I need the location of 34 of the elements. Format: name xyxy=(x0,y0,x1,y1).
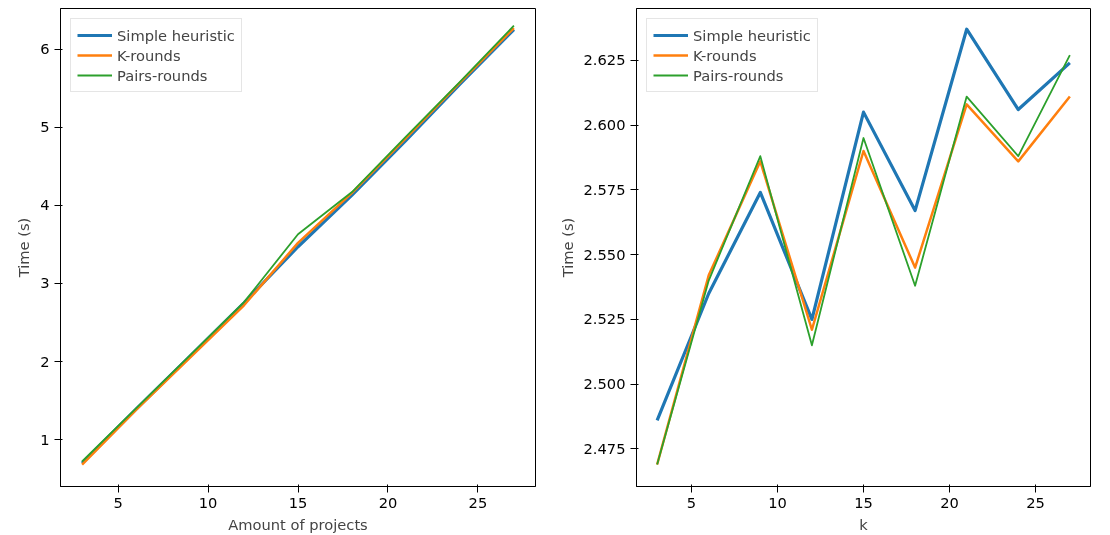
y-axis-title: Time (s) xyxy=(15,217,33,279)
x-axis-title: k xyxy=(859,515,869,533)
y-tick-label: 2.600 xyxy=(583,116,626,134)
legend-label: Simple heuristic xyxy=(693,26,811,44)
x-tick-label: 10 xyxy=(198,493,218,511)
y-tick-label: 2 xyxy=(40,352,50,370)
legend-label: K-rounds xyxy=(693,46,757,64)
legend-label: K-rounds xyxy=(117,46,181,64)
y-tick-label: 2.525 xyxy=(583,310,626,328)
x-tick-label: 5 xyxy=(686,493,697,511)
y-tick-label: 2.550 xyxy=(583,245,626,263)
y-tick-label: 5 xyxy=(40,118,50,136)
y-tick-label: 2.625 xyxy=(583,51,626,69)
legend-label: Pairs-rounds xyxy=(117,66,208,84)
x-tick-label: 20 xyxy=(378,493,398,511)
y-tick-label: 3 xyxy=(40,274,50,292)
y-tick-label: 2.475 xyxy=(583,439,626,457)
x-tick-label: 20 xyxy=(940,493,959,511)
x-tick-label: 25 xyxy=(1026,493,1045,511)
legend-label: Simple heuristic xyxy=(117,26,235,44)
y-tick-label: 4 xyxy=(40,196,50,214)
x-tick-label: 10 xyxy=(768,493,787,511)
line-series xyxy=(655,27,1072,423)
y-tick-label: 6 xyxy=(40,40,50,58)
y-axis-title: Time (s) xyxy=(558,217,576,279)
legend-label: Pairs-rounds xyxy=(693,66,784,84)
y-tick-label: 1 xyxy=(40,430,50,448)
x-tick-label: 15 xyxy=(854,493,873,511)
x-tick-label: 25 xyxy=(468,493,488,511)
x-tick-label: 5 xyxy=(113,493,123,511)
x-tick-label: 15 xyxy=(288,493,308,511)
y-tick-label: 2.575 xyxy=(583,180,626,198)
x-axis-title: Amount of projects xyxy=(228,515,368,533)
y-tick-label: 2.500 xyxy=(583,375,626,393)
